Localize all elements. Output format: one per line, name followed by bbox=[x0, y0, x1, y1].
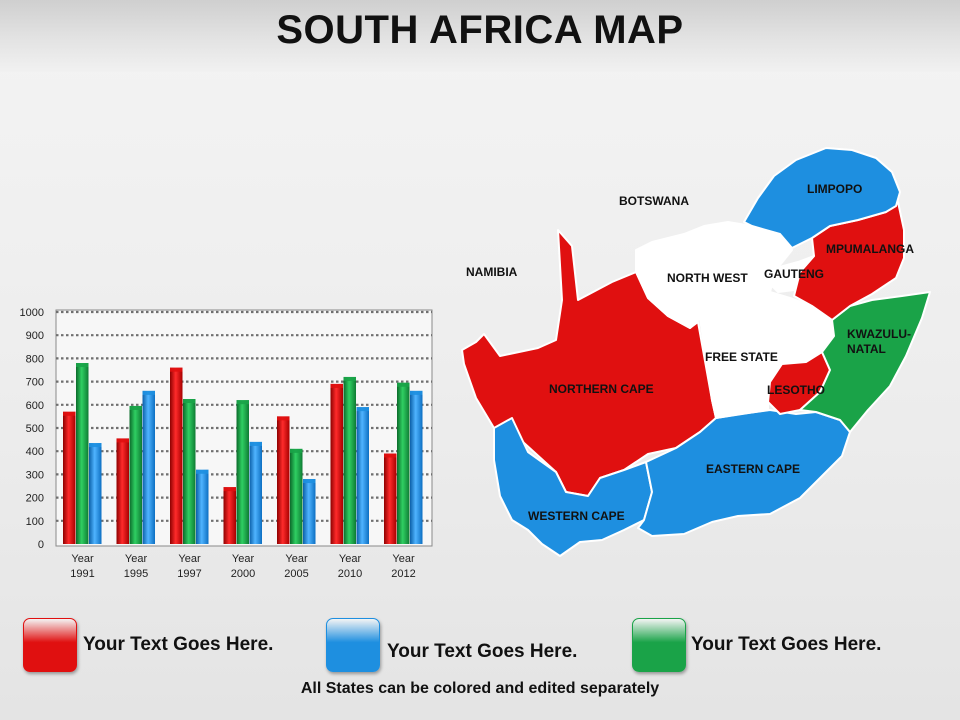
x-tick-label: Year bbox=[232, 553, 255, 565]
y-tick-label: 600 bbox=[26, 400, 44, 412]
bar-red-3 bbox=[223, 487, 236, 544]
bar-blue-4 bbox=[303, 479, 316, 544]
map-label-kwazulu-natal: NATAL bbox=[847, 342, 886, 356]
region-kwazulu-natal[interactable] bbox=[799, 291, 931, 433]
y-tick-label: 1000 bbox=[20, 307, 44, 319]
bar-red-4 bbox=[277, 416, 290, 544]
y-tick-label: 900 bbox=[26, 330, 44, 342]
map-label-kwazulu-natal: KWAZULU- bbox=[847, 327, 911, 341]
bar-green-5 bbox=[343, 376, 356, 544]
bar-red-0 bbox=[63, 411, 76, 544]
map-label-eastern-cape: EASTERN CAPE bbox=[706, 462, 800, 476]
x-tick-label: 1991 bbox=[70, 568, 94, 580]
x-tick-label: 2000 bbox=[231, 568, 255, 580]
bar-blue-0 bbox=[89, 443, 102, 544]
map-label-north-west: NORTH WEST bbox=[667, 271, 748, 285]
neighbor-label-botswana: BOTSWANA bbox=[619, 194, 689, 208]
x-tick-label: 2010 bbox=[338, 568, 362, 580]
bar-blue-5 bbox=[356, 407, 369, 544]
bar-cap-blue-1 bbox=[142, 390, 155, 395]
bar-green-2 bbox=[183, 399, 196, 544]
bar-cap-green-4 bbox=[290, 448, 303, 453]
bar-cap-red-4 bbox=[277, 416, 290, 421]
x-tick-label: Year bbox=[392, 553, 415, 565]
x-tick-label: 2012 bbox=[391, 568, 415, 580]
bar-cap-green-6 bbox=[397, 382, 410, 387]
bar-cap-green-2 bbox=[183, 399, 196, 403]
bar-cap-blue-5 bbox=[356, 407, 369, 412]
y-tick-label: 700 bbox=[26, 377, 44, 389]
bar-cap-blue-3 bbox=[249, 441, 262, 446]
bar-cap-blue-2 bbox=[196, 469, 209, 474]
bar-cap-blue-6 bbox=[410, 390, 423, 395]
bar-cap-red-5 bbox=[330, 383, 343, 388]
y-tick-label: 100 bbox=[26, 516, 44, 528]
bar-cap-green-3 bbox=[236, 400, 249, 405]
x-tick-label: Year bbox=[178, 553, 201, 565]
bar-cap-green-1 bbox=[129, 405, 142, 410]
bar-chart: 0 100 200 300 400 500 600 700 800 900 1000 Year 199… bbox=[20, 307, 433, 580]
x-tick-label: 2005 bbox=[284, 568, 308, 580]
bar-blue-1 bbox=[142, 390, 155, 544]
bar-red-5 bbox=[330, 383, 343, 544]
x-tick-label: 1997 bbox=[177, 568, 201, 580]
bar-red-1 bbox=[116, 438, 129, 544]
map-label-northern-cape: NORTHERN CAPE bbox=[549, 382, 654, 396]
map-label-western-cape: WESTERN CAPE bbox=[528, 509, 625, 523]
bar-cap-red-6 bbox=[384, 453, 397, 458]
bar-cap-red-3 bbox=[223, 487, 236, 492]
bar-cap-red-0 bbox=[63, 411, 76, 416]
bar-red-2 bbox=[170, 367, 183, 544]
x-tick-label: Year bbox=[285, 553, 308, 565]
bar-green-1 bbox=[129, 405, 142, 544]
x-tick-label: Year bbox=[125, 553, 148, 565]
y-tick-label: 0 bbox=[38, 539, 44, 551]
y-tick-label: 400 bbox=[26, 446, 44, 458]
footer-note: All States can be colored and edited sep… bbox=[300, 680, 660, 697]
region-limpopo[interactable] bbox=[743, 147, 901, 249]
bar-green-0 bbox=[76, 363, 89, 544]
bar-green-6 bbox=[397, 382, 410, 544]
region-gauteng[interactable] bbox=[769, 255, 815, 293]
bar-blue-3 bbox=[249, 441, 262, 544]
map-label-lesotho: LESOTHO bbox=[767, 383, 825, 397]
bar-cap-blue-4 bbox=[303, 479, 316, 484]
map-label-gauteng: GAUTENG bbox=[764, 267, 824, 281]
title-bar bbox=[0, 0, 960, 72]
bar-red-6 bbox=[384, 453, 397, 544]
bar-blue-2 bbox=[196, 469, 209, 544]
page-title: SOUTH AFRICA MAP bbox=[276, 8, 684, 52]
legend-text-red[interactable]: Your Text Goes Here. bbox=[83, 634, 274, 655]
bar-cap-blue-0 bbox=[89, 443, 102, 448]
neighbor-label-namibia: NAMIBIA bbox=[466, 265, 518, 279]
bar-green-3 bbox=[236, 400, 249, 544]
map-label-mpumalanga: MPUMALANGA bbox=[826, 242, 914, 256]
x-tick-label: Year bbox=[71, 553, 94, 565]
bar-cap-green-5 bbox=[343, 376, 356, 381]
y-tick-label: 800 bbox=[26, 353, 44, 365]
legend-swatch-blue bbox=[326, 618, 380, 672]
bar-cap-red-2 bbox=[170, 367, 183, 372]
legend-swatch-green bbox=[632, 618, 686, 672]
x-tick-label: 1995 bbox=[124, 568, 148, 580]
legend-text-blue[interactable]: Your Text Goes Here. bbox=[387, 641, 578, 662]
legend-swatch-red bbox=[23, 618, 77, 672]
bar-blue-6 bbox=[410, 390, 423, 544]
y-tick-label: 500 bbox=[26, 423, 44, 435]
legend-text-green[interactable]: Your Text Goes Here. bbox=[691, 634, 882, 655]
map-label-limpopo: LIMPOPO bbox=[807, 182, 862, 196]
map-label-free-state: FREE STATE bbox=[705, 350, 778, 364]
bar-cap-red-1 bbox=[116, 438, 129, 443]
bar-green-4 bbox=[290, 448, 303, 544]
y-tick-label: 200 bbox=[26, 493, 44, 505]
y-tick-label: 300 bbox=[26, 469, 44, 481]
bar-cap-green-0 bbox=[76, 363, 89, 368]
x-tick-label: Year bbox=[339, 553, 362, 565]
